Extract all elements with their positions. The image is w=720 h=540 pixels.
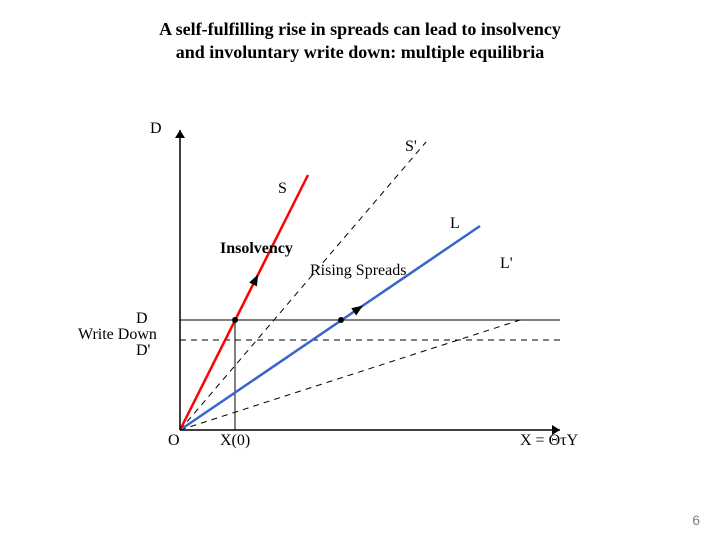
label-insolvency: Insolvency: [220, 240, 293, 258]
label-rising: Rising Spreads: [310, 262, 406, 280]
label-X-axis: X = ΘτY: [520, 432, 578, 450]
label-D-prime: D': [136, 342, 150, 360]
label-origin: O: [168, 432, 180, 450]
label-L: L: [450, 215, 460, 233]
equilibria-diagram: D S' S L L' Insolvency Rising Spreads D …: [160, 120, 580, 450]
label-D-axis: D: [150, 120, 162, 138]
label-S-prime: S': [405, 138, 417, 156]
page-number: 6: [692, 512, 700, 528]
label-L-prime: L': [500, 255, 513, 273]
label-X0: X(0): [220, 432, 250, 450]
label-S: S: [278, 180, 287, 198]
diagram-svg: [160, 120, 580, 450]
title-line-2: and involuntary write down: multiple equ…: [176, 42, 545, 62]
page-title: A self-fulfilling rise in spreads can le…: [159, 18, 561, 63]
title-line-1: A self-fulfilling rise in spreads can le…: [159, 19, 561, 39]
